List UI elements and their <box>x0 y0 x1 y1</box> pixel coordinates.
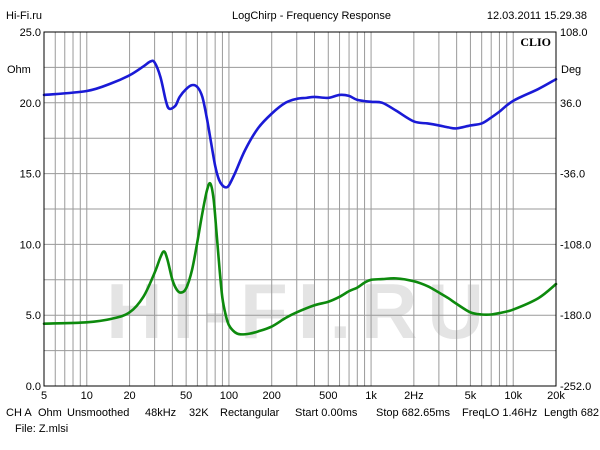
right-tick-label: -252.0 <box>560 381 591 393</box>
left-tick-label: 20.0 <box>20 98 41 110</box>
setting-rate: 48kHz <box>145 407 177 419</box>
setting-stop: Stop 682.65ms <box>376 407 450 419</box>
axis-ticks: 5 10 20 50 100 200 500 1k 2Hz 5k 10k 20k 25.0 20.0 15.… <box>20 27 592 402</box>
left-tick-label: 15.0 <box>20 169 41 181</box>
file-name: File: Z.mlsi <box>15 423 69 435</box>
watermark-text: HI-FI.RU <box>106 267 494 355</box>
right-axis-unit: Deg <box>561 64 582 76</box>
left-axis-unit: Ohm <box>7 64 31 76</box>
x-tick-label: 50 <box>180 390 192 402</box>
x-tick-label: 20 <box>123 390 135 402</box>
setting-size: 32K <box>189 407 209 419</box>
phase-curve <box>42 59 558 189</box>
setting-channel: CH A <box>6 407 32 419</box>
left-tick-label: 0.0 <box>26 381 41 393</box>
x-tick-label: 200 <box>263 390 281 402</box>
measurement-datetime: 12.03.2011 15.29.38 <box>486 10 587 22</box>
x-tick-label: 5k <box>465 390 477 402</box>
left-tick-label: 25.0 <box>20 27 41 39</box>
chart-title: LogChirp - Frequency Response <box>232 10 391 22</box>
chart-series <box>42 59 558 336</box>
right-tick-label: -36.0 <box>560 169 585 181</box>
setting-smoothing: Unsmoothed <box>67 407 130 419</box>
x-tick-label: 1k <box>365 390 377 402</box>
right-tick-label: -180.0 <box>560 310 591 322</box>
x-tick-label: 10 <box>81 390 93 402</box>
x-tick-label: 100 <box>220 390 238 402</box>
right-tick-label: -108.0 <box>560 239 591 251</box>
site-name: Hi-Fi.ru <box>6 10 43 22</box>
x-tick-label: 2Hz <box>404 390 424 402</box>
setting-freqlo: FreqLO 1.46Hz <box>462 407 538 419</box>
right-tick-label: 36.0 <box>560 98 581 110</box>
x-tick-label: 5 <box>41 390 47 402</box>
x-tick-label: 500 <box>319 390 337 402</box>
setting-length: Length 682.65ms <box>544 407 600 419</box>
clio-brand-label: CLIO <box>520 35 551 49</box>
x-tick-label: 20k <box>547 390 565 402</box>
x-tick-label: 10k <box>504 390 522 402</box>
plot-frame <box>43 31 557 387</box>
left-tick-label: 10.0 <box>20 239 41 251</box>
setting-start: Start 0.00ms <box>295 407 358 419</box>
setting-unit: Ohm <box>38 407 62 419</box>
watermark: HI-FI.RU <box>106 267 494 355</box>
left-tick-label: 5.0 <box>26 310 41 322</box>
right-tick-label: 108.0 <box>560 27 588 39</box>
impedance-curve <box>42 181 558 336</box>
setting-window: Rectangular <box>220 407 280 419</box>
